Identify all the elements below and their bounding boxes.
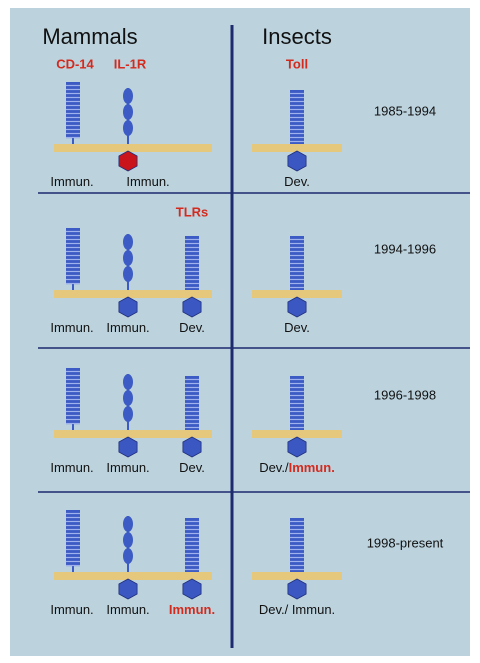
label-segment: Immun.: [169, 602, 215, 617]
function-label: Immun.: [50, 320, 93, 335]
label-segment: Immun.: [126, 174, 169, 189]
ig-domain: [123, 390, 133, 406]
receptor-label: CD-14: [56, 56, 94, 71]
label-segment: Dev.: [179, 460, 205, 475]
ig-domain: [123, 250, 133, 266]
ig-domain: [123, 266, 133, 282]
label-segment: Dev./ Immun.: [259, 602, 335, 617]
ig-domain: [123, 120, 133, 136]
membrane: [54, 430, 212, 438]
ig-domain: [123, 516, 133, 532]
function-label: Dev./Immun.: [259, 460, 335, 475]
period: 1994-1996: [374, 241, 436, 256]
function-label: Immun.: [126, 174, 169, 189]
label-segment: Dev.: [284, 320, 310, 335]
receptor-label: TLRs: [176, 204, 209, 219]
ig-domain: [123, 374, 133, 390]
label-segment: Immun.: [50, 174, 93, 189]
label-segment: Immun.: [289, 460, 335, 475]
function-label: Immun.: [106, 460, 149, 475]
ig-domain: [123, 548, 133, 564]
ig-domain: [123, 88, 133, 104]
page: Mammals Insects CD-14 IL-1R Toll TLRs Im…: [0, 0, 480, 663]
function-label: Immun.: [106, 602, 149, 617]
function-label: Immun.: [50, 174, 93, 189]
label-segment: Dev.: [179, 320, 205, 335]
receptor-label: IL-1R: [114, 56, 147, 71]
membrane: [54, 572, 212, 580]
ig-domain: [123, 406, 133, 422]
membrane: [54, 290, 212, 298]
ig-domain: [123, 234, 133, 250]
membrane: [54, 144, 212, 152]
function-label: Immun.: [169, 602, 215, 617]
ig-domain: [123, 104, 133, 120]
column-header: Mammals: [42, 24, 137, 49]
label-segment: Immun.: [50, 460, 93, 475]
receptor-label: Toll: [286, 56, 308, 71]
period: 1998-present: [367, 535, 444, 550]
function-label: Dev.: [179, 460, 205, 475]
function-label: Dev.: [284, 174, 310, 189]
label-segment: Dev./: [259, 460, 289, 475]
ig-domain: [123, 532, 133, 548]
label-segment: Immun.: [50, 602, 93, 617]
function-label: Dev.: [284, 320, 310, 335]
function-label: Immun.: [50, 460, 93, 475]
function-label: Immun.: [50, 602, 93, 617]
label-segment: Immun.: [106, 602, 149, 617]
label-segment: Immun.: [106, 320, 149, 335]
function-label: Dev./ Immun.: [259, 602, 335, 617]
label-segment: Immun.: [50, 320, 93, 335]
function-label: Dev.: [179, 320, 205, 335]
diagram: Mammals Insects CD-14 IL-1R Toll TLRs Im…: [0, 0, 480, 663]
period: 1996-1998: [374, 387, 436, 402]
function-label: Immun.: [106, 320, 149, 335]
label-segment: Dev.: [284, 174, 310, 189]
column-header: Insects: [262, 24, 332, 49]
label-segment: Immun.: [106, 460, 149, 475]
period: 1985-1994: [374, 103, 436, 118]
